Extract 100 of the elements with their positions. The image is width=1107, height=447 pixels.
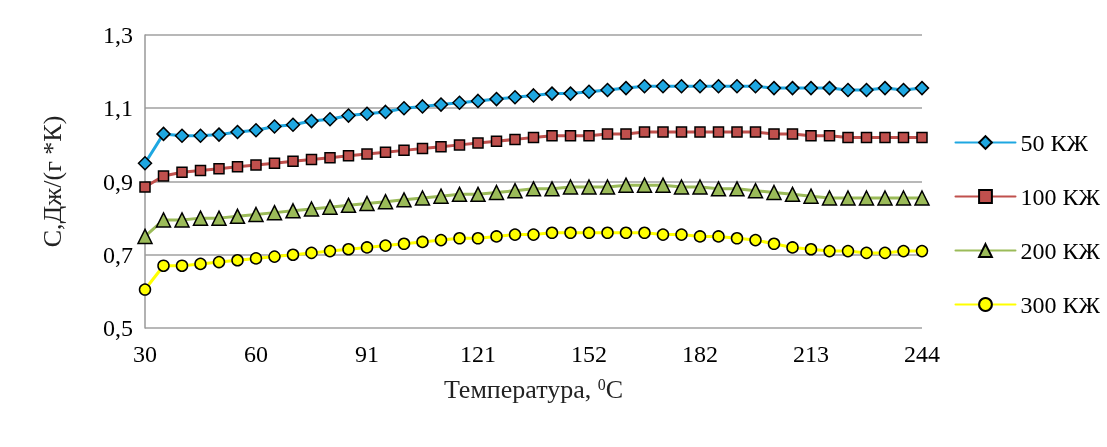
- point: [879, 131, 891, 144]
- point: [637, 79, 652, 94]
- point: [174, 212, 190, 228]
- point: [155, 212, 172, 228]
- point: [452, 95, 467, 111]
- y-axis-title: С,Дж/(г *К): [37, 115, 67, 248]
- point: [193, 128, 208, 143]
- point: [747, 182, 764, 199]
- point: [489, 91, 504, 107]
- point: [488, 184, 505, 201]
- point: [266, 204, 283, 221]
- point: [860, 246, 873, 260]
- point: [229, 208, 246, 225]
- point: [490, 230, 503, 243]
- y-tick-label: 0,5: [103, 315, 133, 341]
- point: [398, 144, 410, 157]
- point: [656, 228, 670, 241]
- point: [805, 129, 817, 142]
- point: [730, 232, 744, 245]
- point: [175, 259, 189, 272]
- x-tick-label: 244: [904, 341, 940, 367]
- point: [433, 97, 449, 112]
- point: [786, 241, 799, 254]
- point: [860, 131, 873, 144]
- point: [361, 148, 373, 160]
- point: [803, 80, 819, 96]
- x-tick-label: 60: [244, 341, 268, 367]
- point: [435, 140, 447, 153]
- point: [896, 82, 911, 98]
- point: [562, 179, 579, 195]
- point: [433, 188, 449, 204]
- point: [451, 186, 468, 203]
- point: [414, 190, 431, 206]
- point: [231, 254, 244, 267]
- point: [156, 126, 171, 142]
- point: [323, 244, 337, 258]
- legend-label: 300 КЖ: [1020, 291, 1101, 318]
- point: [527, 228, 540, 241]
- point: [248, 206, 264, 223]
- point: [655, 177, 671, 193]
- point: [694, 126, 706, 138]
- point: [636, 177, 653, 193]
- point: [840, 190, 856, 206]
- x-tick-label: 91: [355, 341, 379, 367]
- point: [693, 230, 707, 243]
- point: [507, 182, 523, 199]
- point: [453, 232, 466, 245]
- point: [324, 151, 336, 164]
- point: [139, 181, 151, 193]
- point: [213, 162, 225, 175]
- point: [673, 179, 690, 195]
- point: [287, 155, 299, 168]
- point: [305, 246, 318, 260]
- point: [174, 128, 190, 143]
- point: [916, 131, 928, 144]
- point: [915, 244, 929, 258]
- point: [766, 80, 782, 96]
- point: [731, 126, 743, 138]
- point: [157, 170, 170, 182]
- point: [564, 129, 577, 142]
- point: [379, 146, 392, 158]
- y-tick-label: 1,3: [103, 22, 133, 48]
- point: [784, 186, 801, 203]
- point: [305, 153, 318, 166]
- point: [748, 79, 763, 94]
- y-tick-label: 0,9: [103, 168, 133, 195]
- point: [268, 250, 281, 263]
- point: [490, 135, 503, 147]
- point: [692, 79, 708, 94]
- point: [675, 228, 688, 241]
- point: [157, 259, 170, 272]
- point: [674, 79, 689, 94]
- point: [619, 226, 633, 240]
- point: [249, 252, 263, 265]
- point: [711, 79, 726, 94]
- point: [211, 210, 227, 226]
- point: [342, 150, 355, 162]
- point: [285, 117, 301, 132]
- point: [564, 226, 577, 240]
- point: [192, 210, 209, 226]
- point: [268, 157, 281, 169]
- point: [858, 190, 875, 206]
- point: [434, 233, 448, 247]
- point: [729, 181, 745, 197]
- x-tick-label: 30: [133, 341, 157, 367]
- point: [840, 82, 856, 98]
- point: [396, 192, 412, 208]
- point: [749, 126, 762, 138]
- x-tick-label: 152: [571, 341, 607, 367]
- point: [618, 177, 634, 193]
- point: [396, 101, 412, 116]
- point: [767, 237, 781, 251]
- point: [416, 142, 429, 155]
- point: [231, 161, 244, 173]
- point: [785, 80, 800, 96]
- point: [507, 90, 523, 105]
- point: [545, 226, 559, 240]
- point: [378, 104, 393, 120]
- point: [340, 197, 357, 214]
- point: [638, 126, 651, 138]
